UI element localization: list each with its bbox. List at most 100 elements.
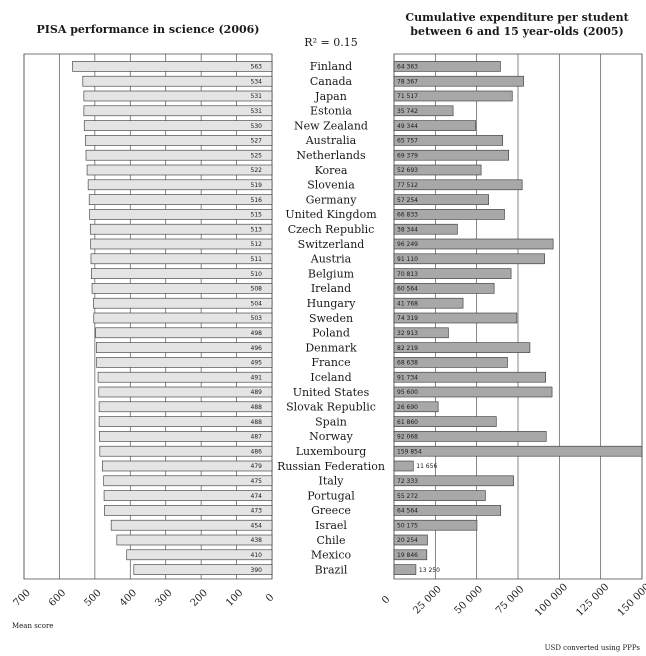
left-bar-value-label: 531 (251, 108, 263, 115)
country-label: Germany (306, 193, 358, 206)
left-bar-value-label: 563 (251, 64, 263, 71)
right-bar (393, 445, 643, 457)
right-bar-value-label: 61 860 (397, 419, 418, 426)
left-bar-value-label: 479 (251, 463, 263, 470)
left-bar-value-label: 410 (251, 552, 263, 559)
country-label: Chile (316, 534, 345, 547)
left-bar (96, 357, 273, 368)
left-tick-label: 600 (47, 588, 68, 609)
left-bar-value-label: 531 (251, 93, 263, 100)
left-tick-label: 700 (12, 588, 33, 609)
left-chart-title: PISA performance in science (2006) (37, 23, 260, 36)
country-label: Slovenia (307, 179, 355, 192)
left-axis-label: Mean score (12, 622, 53, 630)
left-tick-label: 500 (82, 588, 103, 609)
country-label: Poland (312, 327, 350, 340)
right-bar-value-label: 60 564 (397, 286, 418, 293)
right-bar (393, 164, 482, 176)
left-bar-value-label: 498 (251, 330, 263, 337)
left-bar (116, 534, 273, 546)
left-bar (98, 401, 273, 413)
left-bar (89, 223, 273, 235)
country-label: Austria (310, 253, 352, 266)
right-bar-value-label: 57 254 (397, 197, 418, 204)
right-bar (393, 564, 417, 575)
right-bar (393, 401, 439, 413)
right-bar-value-label: 95 600 (397, 389, 418, 396)
right-bar (393, 386, 553, 398)
right-bar-value-label: 91 110 (397, 256, 418, 263)
right-bar (393, 283, 495, 294)
right-bar-value-label: 68 638 (397, 360, 418, 367)
left-tick-label: 100 (224, 588, 245, 609)
right-bar-value-label: 20 254 (397, 537, 418, 544)
left-bar (82, 75, 273, 87)
left-bar-value-label: 519 (251, 182, 263, 189)
left-bar (104, 505, 273, 516)
right-bar (393, 327, 449, 339)
right-bar (393, 268, 512, 279)
right-bar-value-label: 41 768 (397, 300, 418, 307)
right-bar (393, 75, 524, 87)
left-bar-value-label: 512 (251, 241, 263, 248)
country-label: Estonia (310, 105, 352, 118)
right-bar-value-label: 26 690 (397, 404, 418, 411)
left-bar (93, 312, 273, 324)
right-tick-label: 0 (380, 594, 392, 606)
left-bar-value-label: 527 (251, 138, 263, 145)
left-bar (83, 90, 273, 102)
country-label: Switzerland (298, 238, 365, 251)
right-bar-value-label: 91 734 (397, 374, 418, 381)
right-tick-label: 50 000 (453, 584, 486, 617)
left-bar-value-label: 487 (251, 434, 263, 441)
country-label: Belgium (308, 267, 355, 280)
right-chart-title-line1: Cumulative expenditure per student (405, 11, 629, 24)
country-label: Israel (315, 519, 347, 532)
left-bar-value-label: 438 (251, 537, 263, 544)
country-label: Canada (310, 75, 353, 88)
country-label: Mexico (311, 549, 352, 562)
left-bar (85, 149, 273, 161)
left-bar-value-label: 486 (251, 448, 263, 455)
country-label: Portugal (307, 489, 355, 502)
left-bar (99, 431, 273, 442)
right-bar-value-label: 74 319 (397, 315, 418, 322)
right-bar (393, 120, 476, 131)
right-tick-label: 100 000 (533, 582, 570, 619)
right-bar (393, 297, 464, 309)
right-bar-value-label: 55 272 (397, 493, 418, 500)
left-bar-value-label: 513 (251, 226, 263, 233)
country-label: Sweden (309, 312, 353, 325)
country-label: Czech Republic (288, 223, 375, 236)
right-bar-value-label: 71 517 (397, 93, 418, 100)
left-tick-label: 0 (264, 592, 276, 604)
right-bar-value-label: 65 757 (397, 138, 418, 145)
left-tick-label: 200 (189, 588, 210, 609)
right-bar (393, 61, 501, 72)
left-bar (87, 179, 273, 191)
left-bar (89, 209, 273, 220)
left-bar (88, 194, 273, 205)
left-bar (93, 297, 273, 309)
left-bar (98, 416, 273, 427)
country-label: Korea (315, 164, 348, 177)
right-tick-label: 125 000 (574, 582, 611, 619)
left-panel: 563 534 531 531 530 527 525 522 519 516 515 513 512 5… (12, 53, 276, 630)
right-panel: 64 363 78 367 71 517 35 742 49 344 65 757 69 3… (380, 53, 646, 652)
right-tick-label: 150 000 (616, 582, 646, 619)
right-bar (393, 505, 502, 516)
country-label: Luxembourg (296, 445, 367, 458)
left-bar-value-label: 488 (251, 404, 263, 411)
right-bar (393, 149, 510, 161)
right-bar-value-label: 77 512 (397, 182, 418, 189)
right-bar-value-label: 66 833 (397, 212, 418, 219)
right-bar (393, 223, 458, 235)
left-bar-value-label: 495 (251, 360, 263, 367)
right-bar (393, 342, 531, 353)
left-bar (101, 460, 273, 472)
left-bar (95, 327, 273, 339)
right-chart-title-line2: between 6 and 15 year-olds (2005) (410, 25, 623, 38)
right-bar-value-label: 13 250 (419, 567, 440, 574)
